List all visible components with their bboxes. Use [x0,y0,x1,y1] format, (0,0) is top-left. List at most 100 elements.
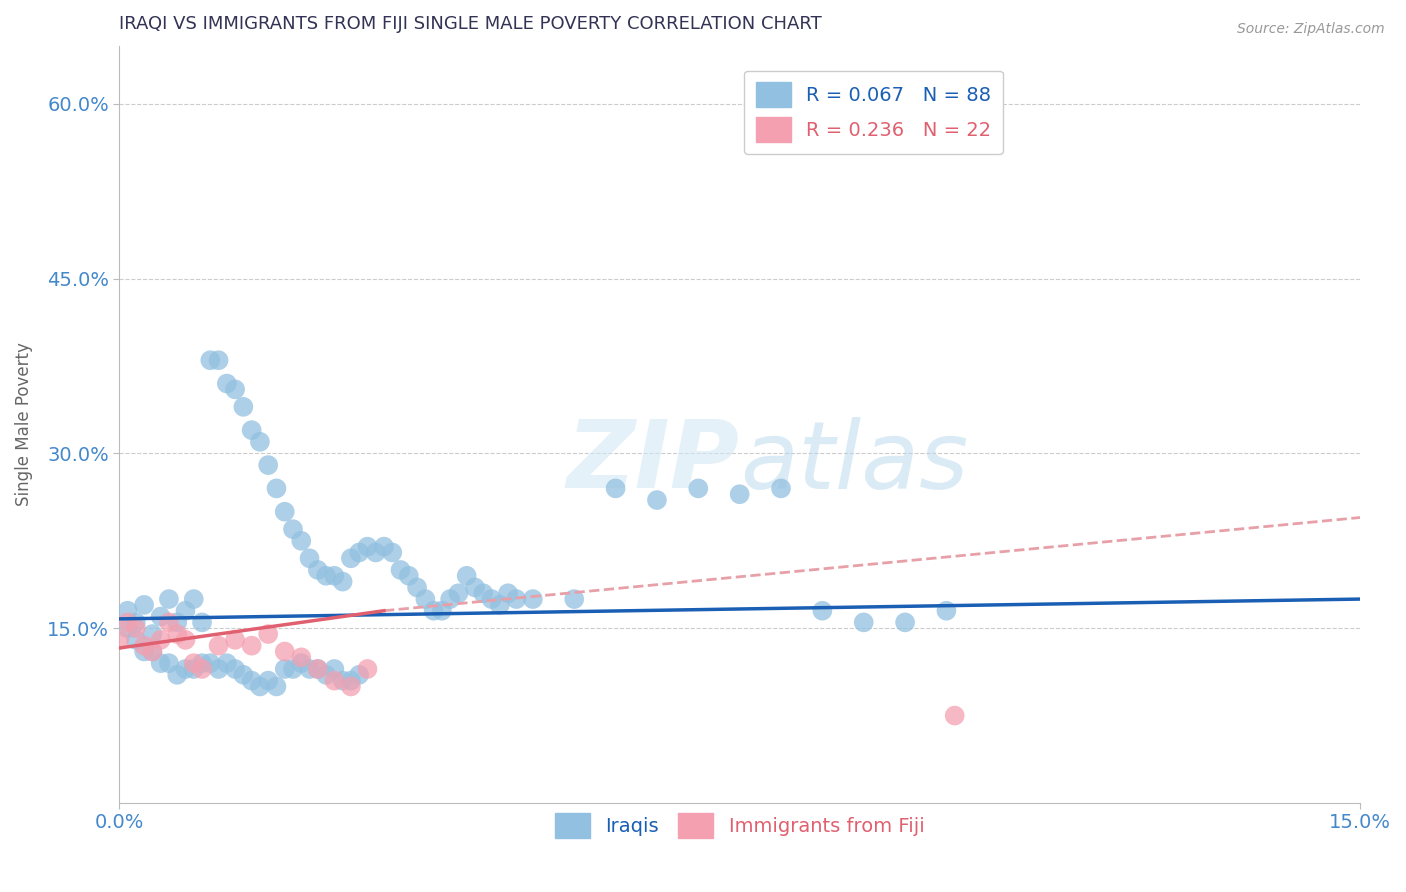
Point [323,673,346,688]
Point [117,621,139,635]
Text: atlas: atlas [740,417,967,508]
Point [505,592,527,607]
Point [125,632,148,647]
Point [240,423,263,437]
Point [134,644,156,658]
Point [364,545,387,559]
Point [645,493,668,508]
Point [224,662,246,676]
Point [157,615,180,630]
Point [249,680,271,694]
Point [290,650,312,665]
Point [157,592,180,607]
Point [274,505,297,519]
Point [894,615,917,630]
Point [389,563,412,577]
Point [332,673,354,688]
Point [430,604,453,618]
Point [852,615,875,630]
Point [232,668,254,682]
Point [935,604,957,618]
Point [240,673,263,688]
Point [481,592,503,607]
Point [249,434,271,449]
Point [266,680,288,694]
Point [274,644,297,658]
Point [274,662,297,676]
Point [149,609,172,624]
Point [307,563,329,577]
Point [422,604,444,618]
Point [166,615,188,630]
Point [240,639,263,653]
Point [108,632,131,647]
Point [125,621,148,635]
Point [125,615,148,630]
Point [415,592,437,607]
Point [232,400,254,414]
Point [347,668,370,682]
Point [439,592,461,607]
Point [290,533,312,548]
Point [117,615,139,630]
Legend: Iraqis, Immigrants from Fiji: Iraqis, Immigrants from Fiji [547,805,932,847]
Point [149,632,172,647]
Point [488,598,510,612]
Point [134,598,156,612]
Point [298,551,321,566]
Point [117,604,139,618]
Point [315,668,337,682]
Point [174,662,197,676]
Point [315,568,337,582]
Point [472,586,495,600]
Point [769,482,792,496]
Point [257,627,280,641]
Point [323,662,346,676]
Point [166,668,188,682]
Point [215,656,238,670]
Point [266,482,288,496]
Point [381,545,404,559]
Point [257,458,280,472]
Point [166,627,188,641]
Point [373,540,395,554]
Point [332,574,354,589]
Point [298,662,321,676]
Point [340,551,363,566]
Point [605,482,627,496]
Point [323,568,346,582]
Y-axis label: Single Male Poverty: Single Male Poverty [15,343,32,507]
Point [281,522,304,536]
Point [496,586,519,600]
Point [141,627,163,641]
Point [200,353,222,368]
Point [141,644,163,658]
Point [728,487,751,501]
Point [340,680,363,694]
Point [456,568,478,582]
Point [183,656,205,670]
Text: Source: ZipAtlas.com: Source: ZipAtlas.com [1237,22,1385,37]
Point [174,604,197,618]
Point [562,592,585,607]
Text: IRAQI VS IMMIGRANTS FROM FIJI SINGLE MALE POVERTY CORRELATION CHART: IRAQI VS IMMIGRANTS FROM FIJI SINGLE MAL… [120,15,823,33]
Point [149,656,172,670]
Point [398,568,420,582]
Point [340,673,363,688]
Point [183,662,205,676]
Point [183,592,205,607]
Point [157,656,180,670]
Point [281,662,304,676]
Text: ZIP: ZIP [567,417,740,508]
Point [191,656,214,670]
Point [347,545,370,559]
Point [200,656,222,670]
Point [356,540,378,554]
Point [191,662,214,676]
Point [207,353,229,368]
Point [464,581,486,595]
Point [447,586,470,600]
Point [406,581,429,595]
Point [688,482,710,496]
Point [522,592,544,607]
